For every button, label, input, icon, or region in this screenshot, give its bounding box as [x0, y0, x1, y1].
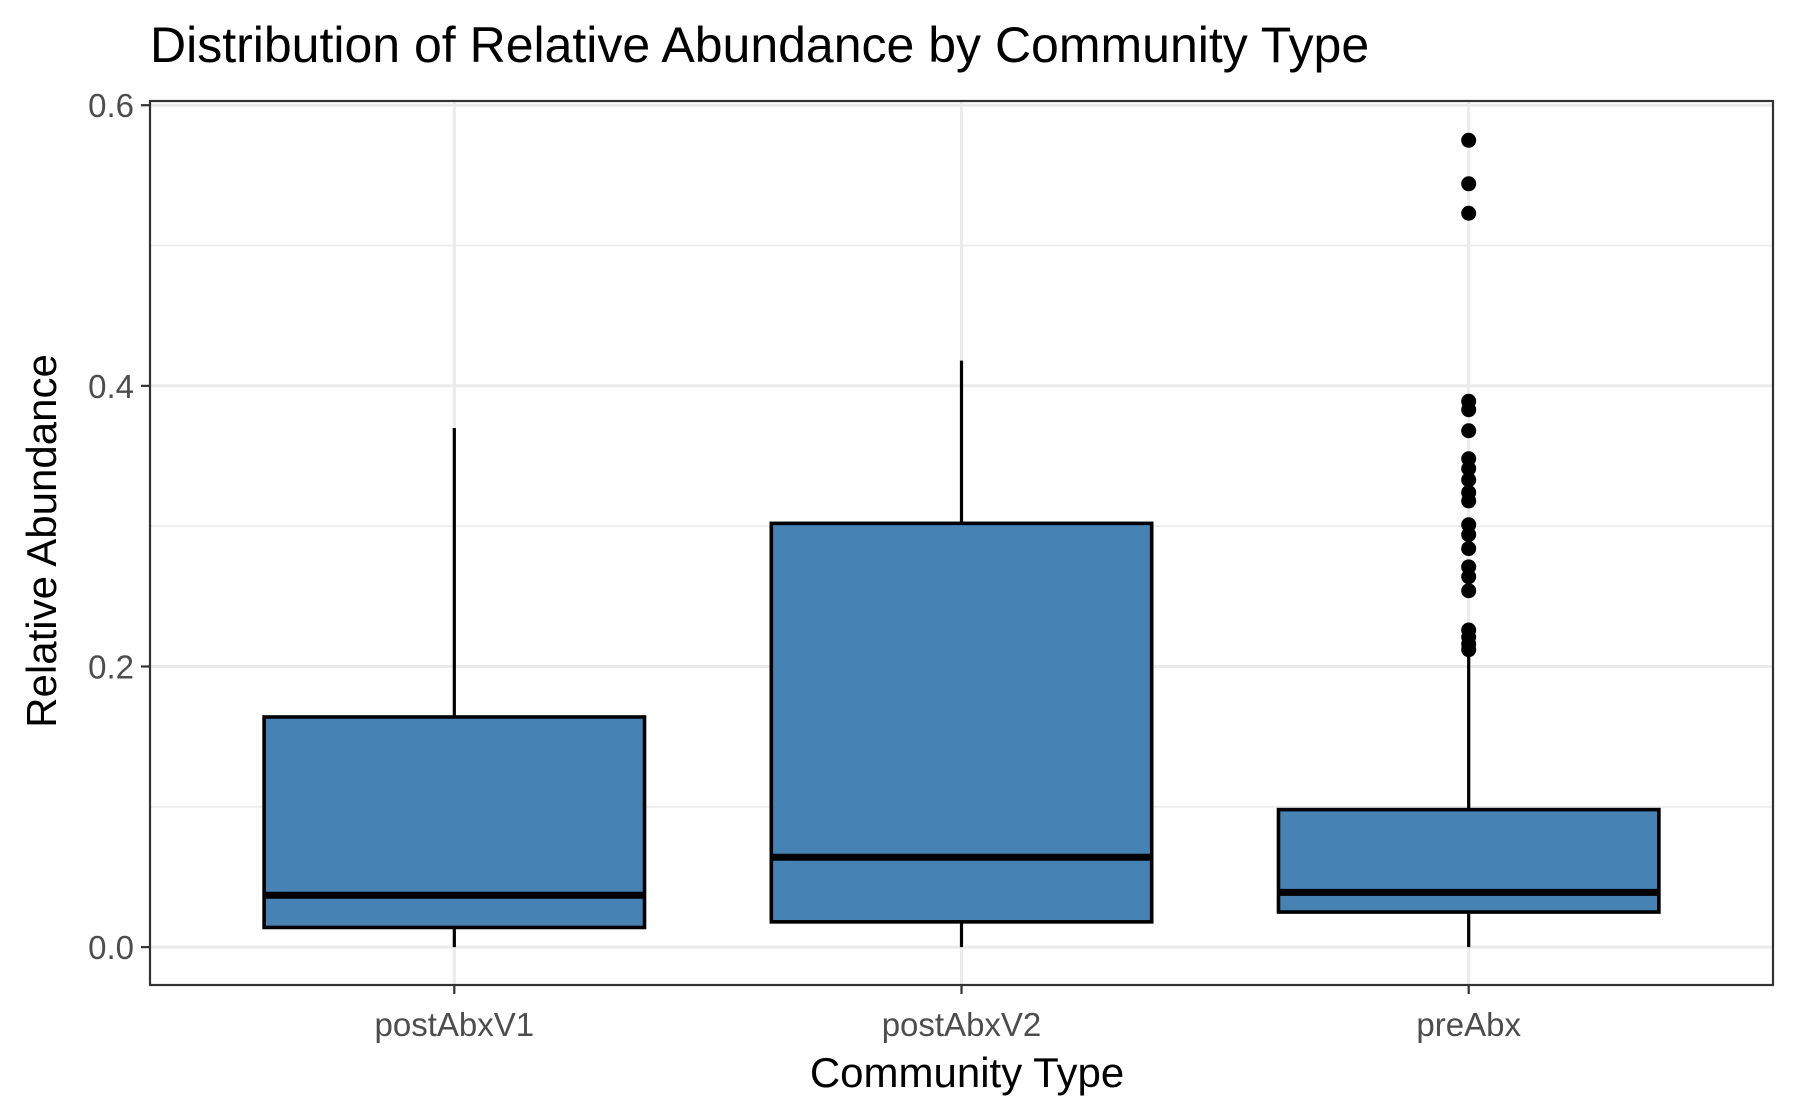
box-iqr — [769, 521, 1154, 924]
outlier-point — [1461, 484, 1477, 500]
box-postAbxV1 — [262, 427, 647, 948]
chart-title: Distribution of Relative Abundance by Co… — [150, 17, 1369, 73]
outlier-point — [1461, 622, 1477, 638]
y-axis: 0.0 0.2 0.4 0.6 — [88, 87, 150, 966]
outlier-point — [1461, 205, 1477, 221]
outlier-point — [1461, 583, 1477, 599]
outlier-point — [1461, 472, 1477, 488]
outlier-point — [1461, 541, 1477, 557]
box-iqr — [1276, 807, 1661, 914]
box-preAbx — [1276, 132, 1661, 948]
box-postAbxV2 — [769, 360, 1154, 948]
x-axis-title: Community Type — [810, 1049, 1124, 1096]
x-tick-label: postAbxV2 — [882, 1006, 1042, 1043]
outlier-point — [1461, 132, 1477, 148]
outlier-point — [1461, 451, 1477, 467]
x-tick-label: postAbxV1 — [375, 1006, 535, 1043]
y-tick-label: 0.6 — [88, 87, 134, 124]
outlier-point — [1461, 559, 1477, 575]
x-axis: postAbxV1 postAbxV2 preAbx — [375, 985, 1521, 1043]
y-axis-title: Relative Abundance — [18, 354, 65, 728]
outlier-point — [1461, 176, 1477, 192]
outlier-point — [1461, 423, 1477, 439]
y-tick-label: 0.0 — [88, 929, 134, 966]
x-tick-label: preAbx — [1416, 1006, 1521, 1043]
outlier-point — [1461, 517, 1477, 533]
y-tick-label: 0.2 — [88, 648, 134, 685]
outlier-point — [1461, 393, 1477, 409]
box-series — [262, 132, 1661, 948]
y-tick-label: 0.4 — [88, 368, 134, 405]
